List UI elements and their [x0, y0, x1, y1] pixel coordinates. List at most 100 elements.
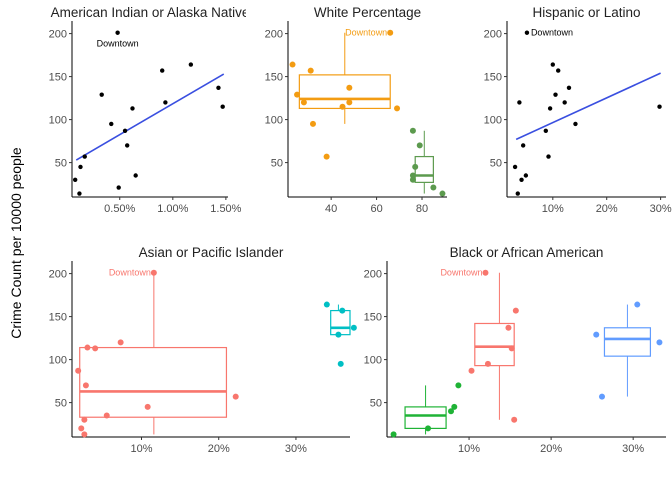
y-tick-label: 150: [484, 72, 502, 84]
data-point: [78, 425, 85, 432]
data-point: [656, 339, 663, 346]
y-tick-label: 200: [484, 29, 502, 41]
data-point: [216, 85, 221, 90]
data-point: [468, 367, 475, 374]
data-point: [484, 360, 491, 367]
y-tick-label: 200: [49, 29, 67, 41]
data-point: [116, 185, 121, 190]
data-point: [387, 29, 394, 36]
data-point: [448, 408, 455, 415]
x-tick-label: 20%: [596, 203, 618, 215]
y-tick-label: 100: [484, 115, 502, 127]
data-point: [307, 67, 314, 74]
data-point: [337, 360, 344, 367]
box-orange: [298, 32, 391, 124]
data-point: [523, 173, 529, 178]
box-iqr: [330, 309, 351, 336]
data-point: [553, 92, 558, 97]
x-tick-label: 80: [416, 203, 428, 215]
data-point: [455, 382, 462, 389]
data-point: [482, 269, 489, 276]
data-point: [512, 164, 518, 170]
x-tick-label: 30%: [622, 443, 644, 455]
y-tick-label: 150: [265, 72, 283, 84]
box-iqr: [474, 322, 515, 367]
box-iqr: [79, 346, 228, 418]
y-tick-label: 150: [49, 312, 67, 324]
data-point: [550, 62, 556, 67]
x-tick-label: 60: [370, 203, 382, 215]
panel-title: Black or African American: [450, 245, 604, 260]
box-red: [79, 272, 228, 435]
box-iqr: [603, 327, 652, 357]
box-red: [474, 272, 515, 420]
data-point: [84, 344, 91, 351]
data-point: [115, 30, 120, 35]
panel-white: White Percentage 50 100 150 200 40 60 80 Downtow…: [265, 5, 447, 215]
data-point: [657, 104, 662, 109]
data-point: [163, 100, 168, 105]
downtown-label: Downtown: [97, 39, 139, 49]
data-point: [72, 177, 78, 182]
data-point: [109, 121, 114, 127]
data-point: [133, 173, 138, 178]
y-tick-label: 100: [364, 355, 382, 367]
data-point: [124, 143, 130, 148]
data-point: [160, 68, 165, 73]
panel-title: Hispanic or Latino: [532, 5, 640, 20]
data-point: [232, 393, 239, 400]
data-point: [335, 331, 342, 338]
x-tick-label: 10%: [458, 443, 480, 455]
data-point: [103, 412, 110, 419]
data-point: [92, 345, 99, 352]
x-tick-label: 40: [325, 203, 337, 215]
data-point: [82, 382, 89, 389]
y-tick-label: 50: [370, 398, 382, 410]
downtown-label: Downtown: [345, 28, 387, 38]
data-point: [309, 120, 316, 127]
y-tick-label: 150: [364, 312, 382, 324]
y-tick-label: 50: [271, 158, 283, 170]
data-point: [409, 176, 416, 183]
box-green: [414, 130, 434, 194]
panel-american-indian: American Indian or Alaska Native 50 100 150…: [49, 5, 246, 215]
y-tick-label: 50: [490, 158, 502, 170]
data-point: [78, 164, 83, 170]
data-point: [546, 154, 551, 159]
data-point: [451, 403, 458, 410]
x-tick-label: 20%: [540, 443, 562, 455]
data-point: [524, 30, 530, 35]
panel-title: Asian or Pacific Islander: [139, 245, 284, 260]
data-point: [556, 68, 561, 73]
data-point: [300, 99, 307, 106]
data-point: [220, 104, 225, 109]
box-blue2: [603, 304, 652, 397]
data-point: [82, 154, 87, 159]
trend-line: [515, 72, 661, 141]
panel-black: Black or African American 50 100 150 200 10% 2…: [364, 245, 666, 455]
x-tick-label: 30%: [285, 443, 307, 455]
data-point: [519, 177, 524, 182]
panel-hispanic: Hispanic or Latino 50 100 150 200 10% 20% 30% Do…: [484, 5, 672, 215]
data-point: [350, 324, 357, 331]
y-axis-label: Crime Count per 10000 people: [8, 147, 24, 339]
x-tick-label: 10%: [130, 443, 152, 455]
data-point: [346, 84, 353, 91]
data-point: [512, 307, 519, 314]
y-tick-label: 100: [49, 115, 67, 127]
data-point: [99, 92, 104, 97]
y-tick-label: 150: [49, 72, 67, 84]
x-tick-label: 1.00%: [157, 203, 188, 215]
data-point: [409, 127, 416, 134]
panel-asian: Asian or Pacific Islander 50 100 150 200 10% 2…: [49, 245, 357, 455]
y-tick-label: 100: [265, 115, 283, 127]
downtown-label: Downtown: [109, 268, 151, 278]
data-point: [543, 128, 549, 133]
data-point: [117, 339, 124, 346]
x-tick-label: 0.50%: [104, 203, 135, 215]
data-point: [75, 367, 82, 374]
data-point: [598, 393, 605, 400]
data-point: [339, 103, 346, 110]
data-point: [517, 100, 522, 105]
data-point: [425, 425, 432, 432]
